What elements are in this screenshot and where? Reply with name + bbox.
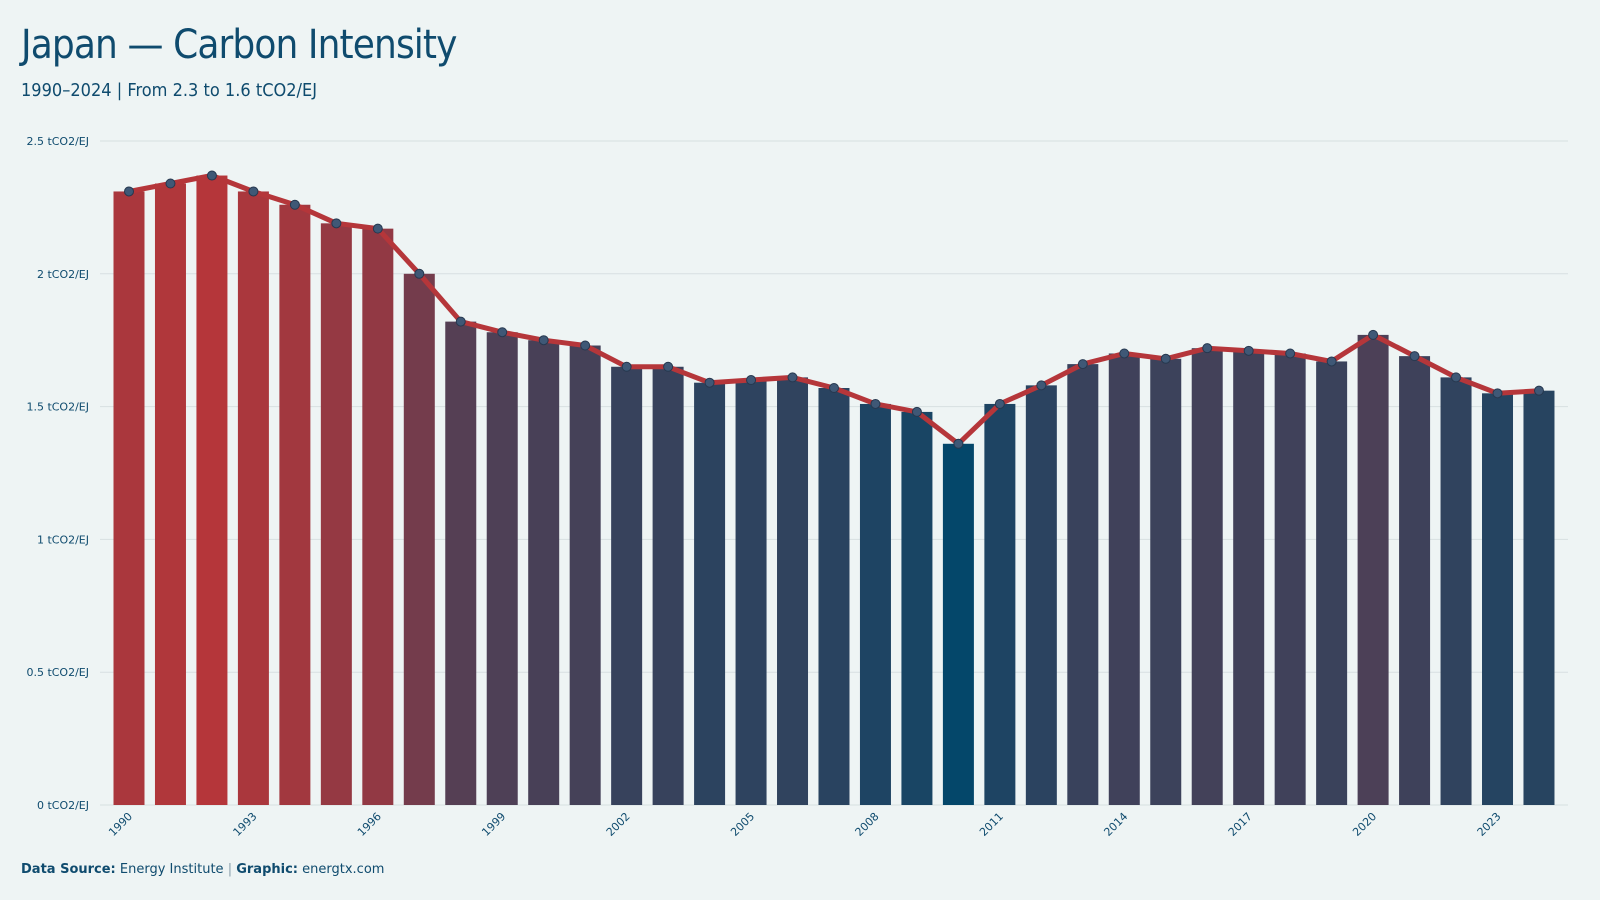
bar-2004	[694, 382, 726, 805]
bar-2016	[1191, 348, 1223, 805]
y-tick-label: 1 tCO2/EJ	[37, 533, 89, 546]
point-2023	[1492, 388, 1503, 399]
point-1990	[124, 186, 134, 197]
x-tick-label: 1990	[106, 810, 135, 839]
bar-2011	[984, 403, 1016, 805]
point-1999	[497, 327, 508, 338]
bar-2005	[735, 380, 767, 805]
bar-2015	[1150, 358, 1182, 805]
x-tick-label: 1993	[231, 810, 260, 839]
y-tick-label: 2.5 tCO2/EJ	[26, 135, 89, 148]
point-2020	[1368, 329, 1379, 340]
bar-2019	[1316, 361, 1348, 805]
footer-credits: Data Source: Energy Institute | Graphic:…	[21, 862, 384, 877]
point-2012	[1036, 380, 1047, 391]
bar-2018	[1274, 353, 1306, 805]
bar-1996	[362, 228, 394, 805]
point-2021	[1409, 351, 1420, 362]
point-1993	[248, 186, 259, 197]
x-tick-label: 2017	[1226, 810, 1255, 839]
bar-2024	[1523, 390, 1555, 805]
bar-2017	[1233, 350, 1265, 805]
bar-2003	[652, 366, 684, 805]
point-2006	[787, 372, 798, 383]
point-2024	[1533, 385, 1544, 396]
y-tick-label: 1.5 tCO2/EJ	[26, 401, 89, 414]
bar-1992	[196, 175, 228, 805]
point-2007	[828, 383, 839, 394]
x-tick-label: 2020	[1350, 810, 1379, 839]
x-tick-label: 2014	[1101, 810, 1130, 839]
source-label: Data Source:	[21, 862, 116, 877]
point-1992	[206, 170, 217, 181]
point-2009	[911, 406, 922, 417]
bar-1995	[320, 223, 352, 805]
point-2004	[704, 377, 715, 388]
point-1991	[165, 178, 176, 189]
bar-2000	[528, 340, 560, 805]
point-2015	[1160, 353, 1171, 364]
point-2000	[538, 335, 549, 346]
y-tick-label: 0 tCO2/EJ	[37, 799, 89, 812]
bar-2022	[1440, 377, 1472, 805]
point-2003	[663, 361, 674, 372]
chart-title: Japan — Carbon Intensity	[21, 22, 457, 68]
point-1997	[414, 268, 425, 279]
bar-2013	[1067, 364, 1099, 805]
point-1994	[289, 199, 300, 210]
y-tick-label: 2 tCO2/EJ	[37, 268, 89, 281]
chart-subtitle: 1990–2024 | From 2.3 to 1.6 tCO2/EJ	[21, 80, 318, 101]
bar-1993	[237, 191, 269, 806]
x-tick-label: 2008	[853, 810, 882, 839]
point-2013	[1077, 359, 1088, 370]
bar-1990	[113, 191, 145, 806]
markers	[124, 170, 1544, 449]
bars	[113, 175, 1555, 806]
point-1998	[455, 316, 466, 327]
bar-1991	[154, 183, 186, 806]
bar-1998	[445, 321, 477, 805]
point-2019	[1326, 356, 1337, 367]
bar-2014	[1108, 353, 1140, 805]
point-1996	[372, 223, 383, 234]
bar-2020	[1357, 334, 1389, 805]
x-tick-label: 1999	[479, 810, 508, 839]
x-tick-label: 2023	[1475, 810, 1504, 839]
footer-separator: |	[227, 862, 233, 877]
y-tick-label: 0.5 tCO2/EJ	[26, 666, 89, 679]
point-1995	[331, 218, 342, 229]
bar-2009	[901, 411, 933, 805]
bar-2010	[942, 443, 974, 805]
point-2016	[1202, 343, 1213, 354]
point-2002	[621, 361, 632, 372]
bar-2008	[859, 403, 891, 805]
x-tick-label: 2011	[977, 810, 1006, 839]
bar-2002	[611, 366, 643, 805]
bar-2023	[1482, 393, 1514, 805]
bar-2001	[569, 345, 601, 805]
point-2022	[1451, 372, 1462, 383]
x-tick-label: 2002	[604, 810, 633, 839]
point-2001	[580, 340, 591, 351]
bar-2021	[1399, 356, 1431, 805]
point-2018	[1285, 348, 1296, 359]
x-tick-label: 1996	[355, 810, 384, 839]
point-2008	[870, 398, 881, 409]
point-2005	[746, 375, 757, 386]
point-2010	[953, 438, 964, 449]
graphic-value: energtx.com	[302, 862, 385, 877]
x-tick-label: 2005	[728, 810, 757, 839]
graphic-label: Graphic:	[236, 862, 298, 877]
point-2011	[994, 398, 1005, 409]
bar-2006	[777, 377, 809, 805]
bar-2007	[818, 388, 850, 805]
source-value: Energy Institute	[119, 862, 224, 877]
bar-2012	[1025, 385, 1057, 805]
point-2017	[1243, 345, 1254, 356]
bar-1994	[279, 204, 311, 805]
point-2014	[1119, 348, 1130, 359]
bar-1997	[403, 273, 435, 805]
bar-1999	[486, 332, 518, 805]
